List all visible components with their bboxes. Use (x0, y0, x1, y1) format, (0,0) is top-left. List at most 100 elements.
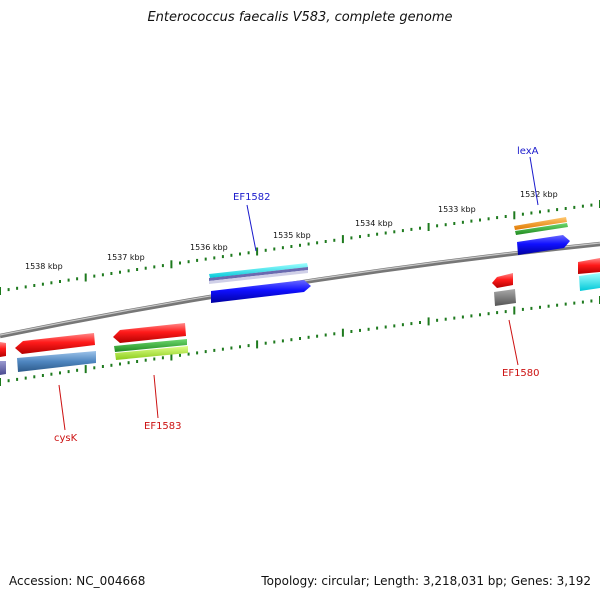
minor-tick (119, 362, 121, 366)
minor-tick (530, 306, 533, 310)
minor-tick (50, 281, 53, 285)
minor-tick (564, 207, 567, 210)
minor-tick (573, 301, 576, 305)
minor-tick (393, 324, 396, 328)
minor-tick (67, 370, 70, 374)
major-tick (170, 352, 173, 361)
minor-tick (453, 222, 456, 225)
minor-tick (247, 251, 250, 255)
minor-tick (41, 282, 44, 286)
minor-tick (496, 216, 499, 220)
minor-tick (273, 340, 276, 344)
minor-tick (487, 217, 490, 221)
minor-tick (221, 347, 224, 351)
minor-tick (247, 344, 250, 348)
minor-tick (50, 372, 53, 376)
major-tick (256, 247, 259, 256)
minor-tick (573, 205, 576, 209)
scale-label-1537: 1537 kbp (107, 253, 145, 262)
reverse-strand-genes (0, 273, 516, 375)
minor-tick (324, 240, 327, 243)
minor-tick (273, 247, 276, 251)
minor-tick (136, 268, 139, 271)
leader-line-ef1580 (508, 319, 519, 366)
minor-tick (239, 252, 241, 256)
minor-tick (521, 307, 524, 311)
minor-tick (410, 227, 413, 231)
scale-label-1533: 1533 kbp (438, 205, 476, 214)
minor-tick (384, 231, 387, 235)
gene-label-lexa: lexA (517, 146, 539, 157)
minor-tick (7, 379, 10, 383)
gene-feature (211, 280, 311, 303)
minor-tick (179, 261, 181, 265)
major-tick (256, 340, 259, 349)
minor-tick (281, 339, 284, 343)
minor-tick (16, 286, 19, 290)
gene-feature (115, 346, 188, 360)
topology-text: Topology: circular; Length: 3,218,031 bp… (261, 574, 591, 588)
minor-tick (367, 233, 370, 237)
gene-feature (0, 361, 6, 375)
minor-tick (161, 356, 164, 360)
gene-label-ef1580: EF1580 (502, 368, 540, 379)
scale-ring-outer (0, 200, 600, 295)
minor-tick (350, 236, 353, 240)
minor-tick (479, 313, 481, 317)
gene-feature (0, 342, 6, 357)
minor-tick (590, 299, 593, 303)
leader-line-cysk (58, 384, 66, 431)
minor-tick (299, 337, 301, 340)
minor-tick (470, 314, 473, 318)
minor-tick (333, 332, 336, 336)
gene-label-cysk: cysK (54, 433, 78, 444)
minor-tick (299, 243, 301, 247)
major-tick (341, 235, 344, 244)
major-tick (170, 260, 173, 269)
minor-tick (393, 230, 396, 234)
minor-tick (487, 312, 490, 316)
minor-tick (384, 325, 387, 329)
minor-tick (461, 220, 464, 224)
gene-feature (578, 258, 600, 274)
minor-tick (290, 338, 293, 342)
minor-tick (24, 285, 27, 289)
minor-tick (290, 245, 293, 248)
minor-tick (239, 345, 241, 349)
minor-tick (539, 305, 541, 309)
minor-tick (410, 322, 413, 326)
forward-strand-genes (209, 217, 600, 303)
major-tick (0, 287, 1, 295)
minor-tick (33, 284, 36, 287)
minor-tick (93, 274, 96, 278)
minor-tick (264, 248, 267, 252)
minor-tick (453, 316, 456, 320)
minor-tick (479, 218, 481, 222)
minor-tick (153, 265, 156, 269)
minor-tick (41, 374, 44, 377)
gene-feature (514, 217, 567, 230)
gene-feature (517, 235, 570, 255)
minor-tick (76, 368, 79, 372)
minor-tick (221, 255, 224, 259)
minor-tick (204, 350, 207, 354)
minor-tick (359, 328, 361, 332)
minor-tick (564, 302, 567, 306)
major-tick (513, 306, 516, 315)
minor-tick (376, 326, 379, 330)
minor-tick (127, 269, 130, 273)
minor-tick (367, 327, 370, 331)
minor-tick (521, 212, 524, 216)
gene-feature (209, 263, 308, 278)
gene-feature (15, 333, 95, 354)
minor-tick (161, 264, 164, 268)
minor-tick (307, 242, 310, 246)
minor-tick (230, 253, 233, 257)
minor-tick (419, 321, 421, 324)
gene-feature (515, 223, 568, 235)
major-tick (427, 317, 430, 326)
minor-tick (350, 330, 353, 333)
major-tick (513, 211, 516, 220)
major-tick (84, 365, 87, 374)
